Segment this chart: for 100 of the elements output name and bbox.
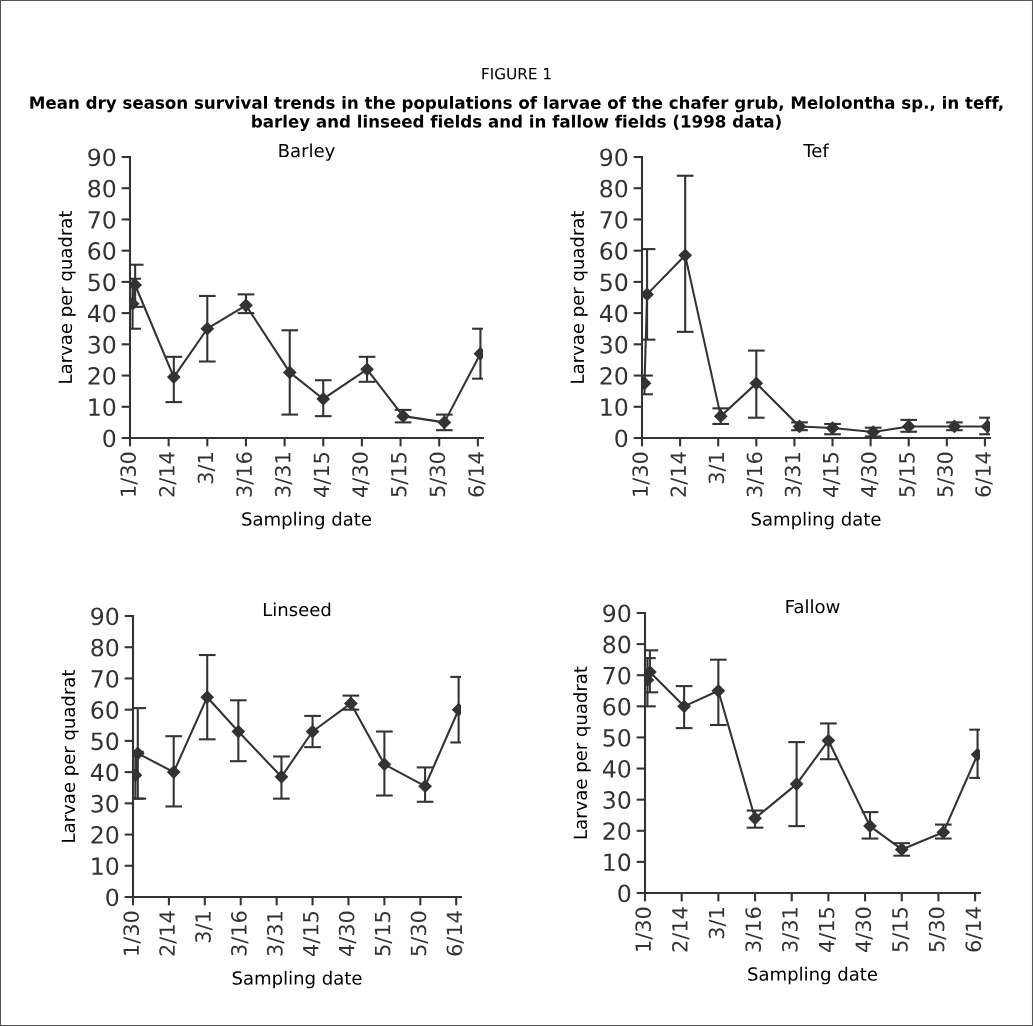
x-tick-label: 3/1 <box>708 908 727 939</box>
y-tick-label: 10 <box>601 398 628 417</box>
x-tick-label: 4/30 <box>338 911 357 956</box>
point <box>167 370 181 384</box>
x-tick-label: 6/14 <box>975 452 993 497</box>
y-tick-label: 20 <box>600 367 628 385</box>
y-axis-title: Larvae per quadrat <box>570 211 588 383</box>
x-tick-label: 6/14 <box>468 452 486 497</box>
x-tick-label: 3/1 <box>197 453 215 484</box>
chart-title: Linseed <box>263 602 331 617</box>
y-tick-label: 90 <box>91 607 119 626</box>
y-tick-label: 40 <box>90 763 119 782</box>
x-tick-label: 5/15 <box>374 912 393 956</box>
x-tick-label: 4/15 <box>303 912 321 956</box>
x-axis-title: Sampling date <box>751 511 881 530</box>
chart-title: Fallow <box>786 599 840 614</box>
x-tick-label: 5/30 <box>928 907 947 952</box>
x-tick-label: 3/1 <box>195 912 213 943</box>
point <box>377 757 391 771</box>
y-tick-label: 50 <box>88 273 116 292</box>
y-tick-label: 90 <box>88 148 116 167</box>
chart-title: Tef <box>803 143 830 158</box>
y-tick-label: 20 <box>88 367 116 385</box>
y-tick-label: 70 <box>91 669 119 688</box>
y-axis-title: Larvae per quadrat <box>61 670 79 842</box>
y-tick-label: 80 <box>600 179 628 198</box>
y-tick-label: 10 <box>92 857 119 876</box>
point <box>360 362 374 376</box>
y-tick-label: 30 <box>88 335 116 354</box>
y-tick-label: 40 <box>602 760 631 778</box>
y-tick-label: 0 <box>618 884 631 903</box>
y-tick-label: 30 <box>600 335 628 354</box>
y-tick-label: 80 <box>88 179 116 198</box>
point <box>749 376 763 390</box>
point <box>274 770 289 784</box>
x-tick-label: 3/31 <box>274 453 293 497</box>
x-tick-label: 4/30 <box>352 452 370 497</box>
x-axis-title: Sampling date <box>242 511 372 530</box>
x-tick-label: 5/15 <box>391 453 409 497</box>
x-tick-label: 5/30 <box>429 452 447 497</box>
point <box>316 392 330 406</box>
y-tick-label: 80 <box>603 635 631 654</box>
x-tick-label: 5/30 <box>410 911 428 956</box>
y-tick-label: 30 <box>603 791 631 809</box>
point <box>678 248 692 262</box>
y-tick-label: 60 <box>600 242 628 260</box>
x-tick-label: 4/15 <box>818 908 837 952</box>
point <box>863 819 877 833</box>
y-tick-label: 20 <box>603 822 631 841</box>
point <box>167 765 181 779</box>
x-tick-label: 6/14 <box>965 907 983 952</box>
x-tick-label: 3/16 <box>231 911 249 956</box>
y-tick-label: 80 <box>91 638 119 657</box>
y-tick-label: 0 <box>615 429 628 448</box>
x-tick-label: 1/30 <box>123 911 141 955</box>
x-tick-label: 2/14 <box>159 911 177 956</box>
point <box>133 746 145 760</box>
x-tick-label: 5/15 <box>899 453 917 497</box>
caption: FIGURE 1 <box>482 67 551 80</box>
x-tick-label: 4/30 <box>860 452 879 497</box>
y-axis-title: Larvae per quadrat <box>573 666 591 839</box>
x-tick-label: 2/14 <box>671 907 690 952</box>
y-tick-label: 50 <box>91 732 119 751</box>
x-tick-label: 5/15 <box>892 908 910 952</box>
y-tick-label: 50 <box>603 728 631 747</box>
point <box>790 777 804 791</box>
x-tick-label: 4/15 <box>823 453 841 497</box>
x-tick-label: 3/31 <box>266 912 285 956</box>
y-tick-label: 30 <box>91 794 119 813</box>
x-axis-title: Sampling date <box>232 970 362 989</box>
y-tick-label: 40 <box>87 304 116 323</box>
point <box>283 365 297 380</box>
point <box>418 779 432 793</box>
x-tick-label: 3/31 <box>784 453 803 497</box>
x-tick-label: 3/16 <box>236 452 254 497</box>
x-tick-label: 1/30 <box>120 452 138 496</box>
y-tick-label: 70 <box>600 210 628 229</box>
y-tick-label: 90 <box>600 148 628 167</box>
point <box>239 298 253 312</box>
point <box>645 665 657 679</box>
point <box>821 733 835 748</box>
x-tick-label: 1/30 <box>632 452 650 496</box>
x-tick-label: 4/15 <box>313 453 331 497</box>
x-tick-label: 4/30 <box>855 907 873 952</box>
chart-title: Barley <box>279 143 335 161</box>
y-tick-label: 70 <box>603 666 631 685</box>
x-tick-label: 5/30 <box>937 452 955 497</box>
y-tick-label: 0 <box>106 888 119 907</box>
y-tick-label: 20 <box>91 826 119 844</box>
x-tick-label: 3/16 <box>745 907 763 952</box>
y-tick-label: 50 <box>600 273 628 292</box>
x-tick-label: 1/30 <box>635 907 653 951</box>
x-tick-label: 2/14 <box>158 452 177 497</box>
y-tick-label: 70 <box>88 210 116 229</box>
y-tick-label: 60 <box>91 701 119 719</box>
x-tick-label: 3/31 <box>782 908 800 952</box>
point <box>642 287 654 301</box>
y-tick-label: 60 <box>88 242 116 260</box>
point <box>677 699 691 713</box>
x-tick-label: 3/1 <box>708 453 726 484</box>
